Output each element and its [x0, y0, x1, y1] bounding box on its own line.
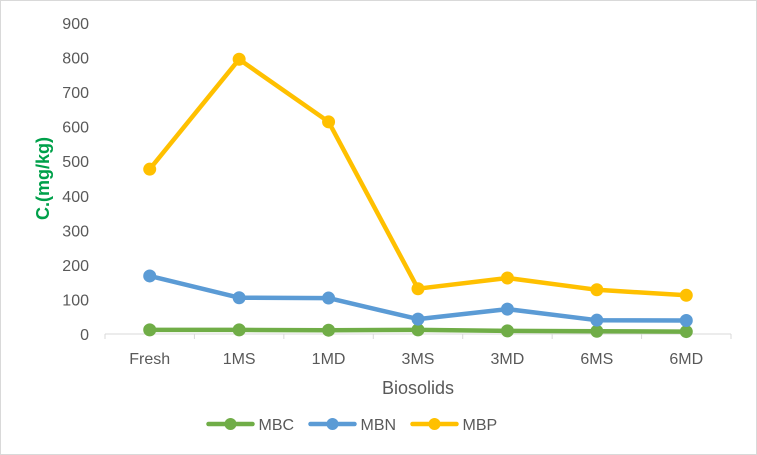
legend-label-mbn: MBN [361, 417, 397, 434]
y-tick-label: 200 [62, 258, 89, 275]
data-point-mbp [590, 283, 604, 297]
data-point-mbn [679, 314, 693, 328]
legend-marker-mbc [224, 418, 237, 430]
x-tick-label: 3MD [491, 351, 525, 368]
data-point-mbp [500, 271, 514, 285]
data-point-mbn [500, 302, 514, 316]
data-point-mbc [590, 324, 604, 338]
data-point-mbn [411, 312, 425, 326]
data-point-mbc [322, 323, 336, 337]
x-tick-label: 6MD [669, 351, 703, 368]
data-point-mbp [232, 52, 246, 66]
legend-marker-mbn [326, 418, 339, 430]
y-tick-label: 900 [62, 16, 89, 33]
legend-marker-mbp [428, 418, 441, 430]
series-layer [143, 52, 693, 339]
data-point-mbn [143, 269, 157, 283]
legend-label-mbc: MBC [259, 417, 295, 434]
data-point-mbc [411, 323, 425, 337]
x-tick-label: 6MS [580, 351, 613, 368]
y-tick-label: 100 [62, 292, 89, 309]
x-tick-label: 1MS [223, 351, 256, 368]
x-tick-label: 3MS [402, 351, 435, 368]
legend-label-mbp: MBP [463, 417, 498, 434]
series-line-mbp [147, 57, 689, 298]
data-point-mbp [322, 115, 336, 129]
data-point-mbc [679, 325, 693, 339]
data-point-mbc [500, 324, 514, 338]
y-tick-label: 800 [62, 51, 89, 68]
legend: MBC MBN MBP [206, 417, 498, 434]
y-tick-label: 600 [62, 120, 89, 137]
y-axis-title: C.(mg/kg) [33, 137, 53, 220]
y-tick-label: 0 [80, 327, 89, 344]
data-point-mbp [411, 282, 425, 296]
data-point-mbp [143, 162, 157, 176]
x-tick-label: 1MD [312, 351, 346, 368]
x-axis-title: Biosolids [382, 378, 454, 398]
data-point-mbn [322, 291, 336, 305]
data-point-mbp [679, 288, 693, 302]
axes-group: Fresh 1MS 1MD 3MS 3MD 6MS 6MD 0 100 200 300 400 500 6… [33, 16, 732, 398]
data-point-mbn [590, 313, 604, 327]
data-point-mbc [143, 323, 157, 337]
data-point-mbc [232, 323, 246, 337]
y-tick-label: 700 [62, 85, 89, 102]
x-tick-label: Fresh [129, 351, 170, 368]
y-tick-label: 300 [62, 223, 89, 240]
data-point-mbn [232, 291, 246, 305]
y-tick-label: 500 [62, 154, 89, 171]
y-tick-label: 400 [62, 189, 89, 206]
